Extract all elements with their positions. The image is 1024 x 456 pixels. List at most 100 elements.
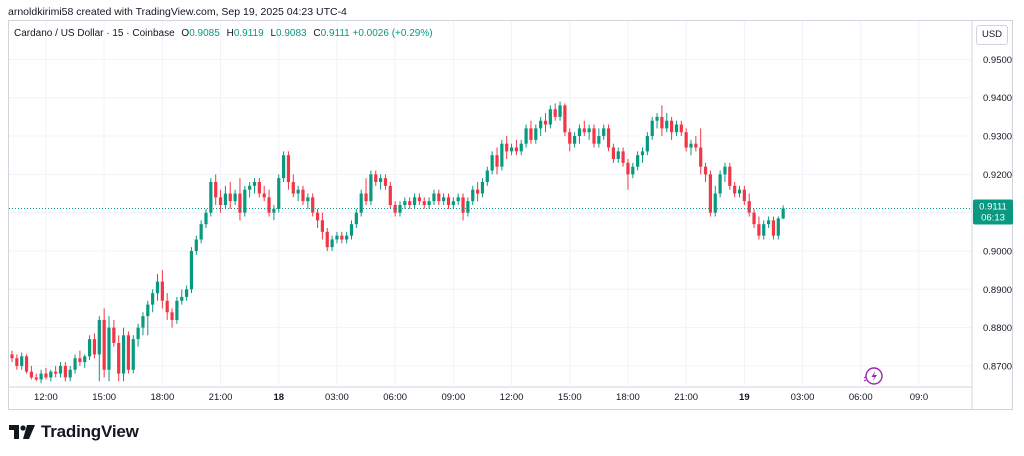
candle[interactable] [68,365,72,382]
candle[interactable] [553,103,557,121]
candle[interactable] [718,170,722,198]
candle[interactable] [626,159,630,190]
candle[interactable] [24,354,29,374]
candle[interactable] [88,335,92,361]
candle[interactable] [577,124,582,144]
candle[interactable] [636,151,640,171]
candle[interactable] [495,147,499,175]
candle[interactable] [684,128,688,152]
candle[interactable] [383,174,388,190]
candle[interactable] [543,113,548,133]
candle[interactable] [640,147,645,163]
candle[interactable] [354,208,358,228]
candle[interactable] [112,319,116,347]
candle[interactable] [471,185,475,206]
candle[interactable] [514,139,518,156]
candle[interactable] [340,231,344,244]
candle[interactable] [728,162,732,190]
candle[interactable] [403,197,407,209]
candle[interactable] [29,365,33,380]
candle[interactable] [277,174,281,213]
candle[interactable] [141,312,145,336]
candle[interactable] [379,174,383,190]
candle[interactable] [509,143,514,156]
candle[interactable] [422,197,426,209]
lightning-icon[interactable] [863,367,883,385]
candle[interactable] [233,189,237,206]
candle[interactable] [34,373,38,382]
candle[interactable] [199,220,203,244]
candle[interactable] [325,227,329,251]
candle[interactable] [592,124,596,148]
candle[interactable] [679,120,683,137]
candle[interactable] [121,327,126,382]
candle[interactable] [214,174,218,206]
candle[interactable] [272,205,276,221]
candle[interactable] [665,113,669,133]
candle[interactable] [160,270,164,309]
candle[interactable] [146,300,150,336]
candle[interactable] [218,189,223,213]
candle[interactable] [291,174,295,198]
candle[interactable] [534,124,538,144]
candle[interactable] [58,362,63,378]
candle[interactable] [296,185,300,202]
candle[interactable] [223,185,227,209]
candle[interactable] [480,178,485,198]
candle[interactable] [257,178,261,198]
candle[interactable] [243,185,247,217]
candle[interactable] [408,197,412,209]
candle[interactable] [335,231,339,244]
candle[interactable] [733,182,737,198]
candle[interactable] [689,139,693,156]
candle[interactable] [151,289,155,313]
candle[interactable] [451,197,455,209]
symbol-title[interactable]: Cardano / US Dollar · 15 · Coinbase [14,28,175,39]
candle[interactable] [267,189,271,217]
candle[interactable] [524,124,528,148]
candle[interactable] [185,285,189,301]
candle[interactable] [703,162,708,183]
candle[interactable] [49,369,53,382]
candle[interactable] [73,354,77,374]
candle[interactable] [616,147,620,163]
candle[interactable] [44,367,48,380]
candle[interactable] [708,170,712,217]
candle[interactable] [660,105,664,137]
candle[interactable] [476,182,480,202]
candle[interactable] [262,185,266,202]
candle[interactable] [456,193,460,206]
candle[interactable] [713,185,717,217]
candle[interactable] [97,316,101,382]
candle[interactable] [117,335,121,382]
candle[interactable] [606,124,611,152]
candle[interactable] [165,293,169,320]
candle[interactable] [238,178,242,221]
candle[interactable] [417,193,421,206]
candle[interactable] [558,101,562,121]
candle[interactable] [78,350,82,366]
candle[interactable] [374,170,378,186]
candle[interactable] [427,197,431,209]
candle[interactable] [655,113,659,129]
candle[interactable] [330,235,334,251]
candle[interactable] [505,136,509,160]
candle[interactable] [587,124,591,140]
candle[interactable] [563,103,567,137]
candle[interactable] [10,350,14,363]
candle[interactable] [597,128,601,148]
candle[interactable] [670,116,674,140]
candle[interactable] [621,147,625,167]
candle[interactable] [674,120,679,137]
candle[interactable] [315,208,320,228]
candle[interactable] [92,333,97,359]
candle[interactable] [437,189,441,206]
candle[interactable] [155,273,160,301]
candle[interactable] [650,116,654,140]
candle[interactable] [126,331,130,374]
candle[interactable] [107,316,111,382]
candle[interactable] [694,136,698,152]
candle[interactable] [776,216,780,240]
candle[interactable] [519,139,523,156]
candle[interactable] [286,151,291,190]
